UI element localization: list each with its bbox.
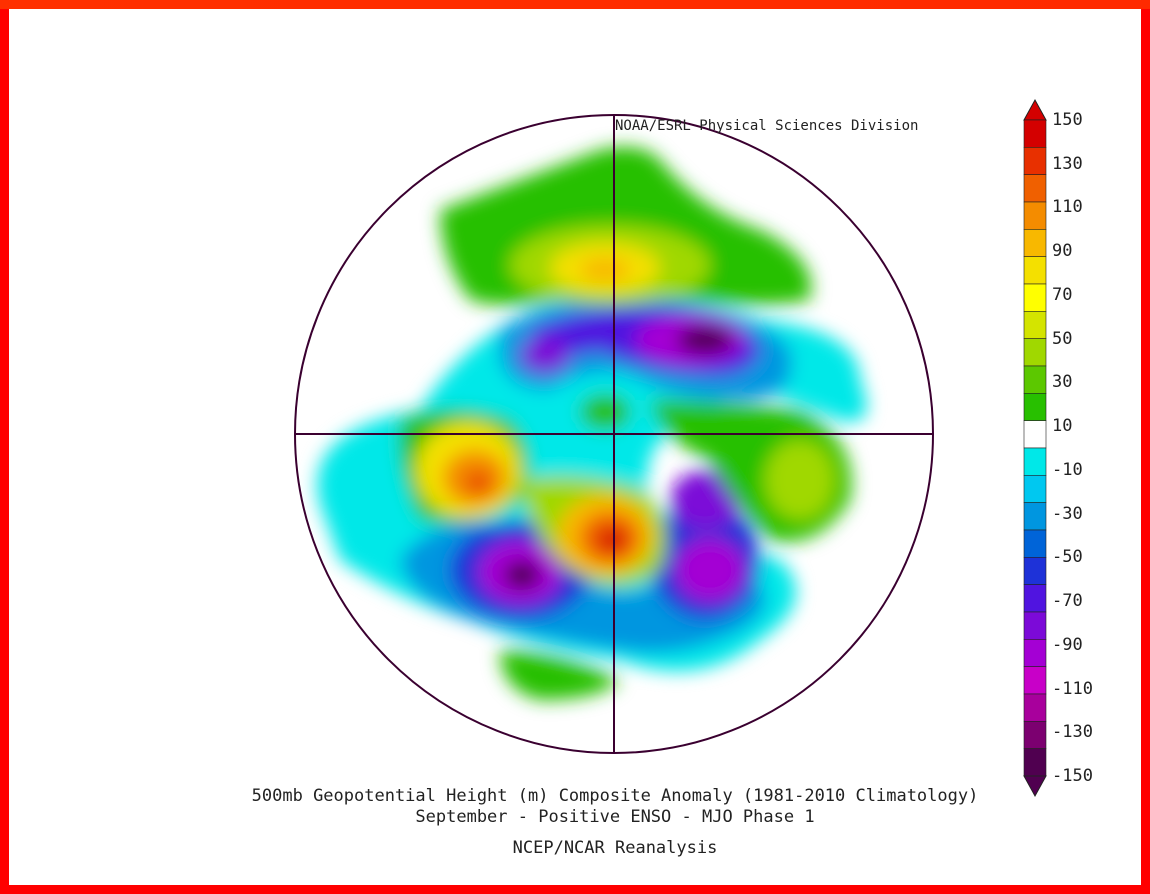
colorbar-tick-label: 70 — [1052, 284, 1073, 305]
colorbar-swatch — [1023, 748, 1047, 777]
anomaly-field — [295, 115, 933, 753]
map-subtitle: September - Positive ENSO - MJO Phase 1 — [415, 807, 815, 827]
colorbar-tick-label: 50 — [1052, 328, 1073, 349]
colorbar-tick-label: -30 — [1052, 503, 1083, 524]
colorbar-swatch — [1023, 393, 1047, 421]
colorbar-tick-label: -10 — [1052, 459, 1083, 480]
colorbar-swatch — [1023, 147, 1047, 175]
colorbar-swatch — [1023, 639, 1047, 667]
colorbar — [1023, 98, 1047, 798]
colorbar-swatch — [1023, 311, 1047, 339]
colorbar-swatch — [1023, 584, 1047, 613]
colorbar-swatch — [1023, 557, 1047, 585]
colorbar-swatch — [1023, 119, 1047, 148]
colorbar-swatch — [1023, 365, 1047, 394]
colorbar-tick-label: -150 — [1052, 766, 1093, 786]
colorbar-swatch — [1023, 721, 1047, 749]
colorbar-tick-label: 110 — [1052, 197, 1083, 218]
colorbar-tick-label: -110 — [1052, 678, 1093, 699]
data-source: NCEP/NCAR Reanalysis — [512, 838, 718, 858]
colorbar-tick-label: -50 — [1052, 547, 1083, 568]
colorbar-swatch — [1023, 338, 1047, 367]
colorbar-swatch — [1023, 174, 1047, 203]
colorbar-swatch — [1023, 283, 1047, 312]
colorbar-tick-label: -130 — [1052, 722, 1093, 743]
colorbar-tick-label: -90 — [1052, 634, 1083, 655]
colorbar-swatch — [1023, 693, 1047, 722]
colorbar-tick-label: 90 — [1052, 241, 1073, 262]
frame-top-border — [0, 0, 1150, 9]
colorbar-swatch — [1023, 256, 1047, 285]
colorbar-swatch — [1023, 475, 1047, 503]
colorbar-swatch — [1023, 502, 1047, 531]
colorbar-max-arrow — [1023, 98, 1047, 121]
colorbar-swatch — [1023, 229, 1047, 257]
colorbar-tick-label: 30 — [1052, 372, 1073, 393]
colorbar-swatch — [1023, 201, 1047, 230]
colorbar-swatch — [1023, 611, 1047, 640]
colorbar-swatch — [1023, 666, 1047, 695]
colorbar-swatch — [1023, 420, 1047, 449]
colorbar-min-arrow — [1023, 775, 1047, 798]
colorbar-tick-label: 130 — [1052, 153, 1083, 174]
map-title: 500mb Geopotential Height (m) Composite … — [251, 786, 979, 806]
colorbar-tick-label: 150 — [1052, 110, 1083, 130]
colorbar-swatch — [1023, 447, 1047, 476]
colorbar-tick-label: -70 — [1052, 591, 1083, 612]
colorbar-tick-label: 10 — [1052, 416, 1073, 437]
credit-label: NOAA/ESRL Physical Sciences Division — [615, 118, 919, 134]
map-boundary — [294, 114, 934, 754]
colorbar-swatch — [1023, 529, 1047, 558]
